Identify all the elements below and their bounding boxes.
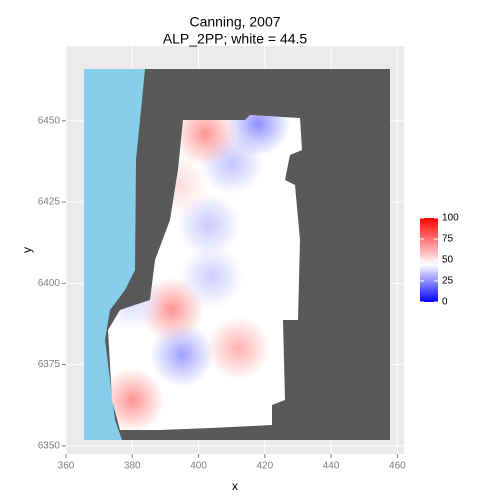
y-tick-label: 6450 bbox=[38, 115, 61, 126]
chart-title: Canning, 2007 bbox=[189, 14, 280, 30]
x-tick-label: 420 bbox=[256, 461, 273, 472]
ocean bbox=[84, 69, 145, 440]
x-axis-title: x bbox=[232, 479, 238, 493]
raster-spot bbox=[179, 244, 244, 309]
legend-label: 75 bbox=[442, 234, 454, 245]
y-tick-label: 6425 bbox=[38, 197, 61, 208]
y-tick-label: 6375 bbox=[38, 359, 61, 370]
chart-subtitle: ALP_2PP; white = 44.5 bbox=[163, 31, 308, 47]
y-tick-label: 6350 bbox=[38, 441, 61, 452]
legend-label: 50 bbox=[442, 255, 454, 266]
x-tick-label: 400 bbox=[190, 461, 207, 472]
raster-spot bbox=[206, 316, 271, 381]
legend-label: 100 bbox=[442, 213, 459, 224]
raster-spot bbox=[226, 115, 291, 157]
x-tick-label: 360 bbox=[58, 461, 75, 472]
x-tick-label: 440 bbox=[323, 461, 340, 472]
legend-label: 25 bbox=[442, 276, 454, 287]
x-tick-label: 380 bbox=[124, 461, 141, 472]
colorbar bbox=[420, 218, 438, 302]
y-tick-label: 6400 bbox=[38, 278, 61, 289]
legend-label: 0 bbox=[442, 297, 448, 308]
x-tick-label: 460 bbox=[389, 461, 406, 472]
y-axis-title: y bbox=[20, 247, 34, 253]
